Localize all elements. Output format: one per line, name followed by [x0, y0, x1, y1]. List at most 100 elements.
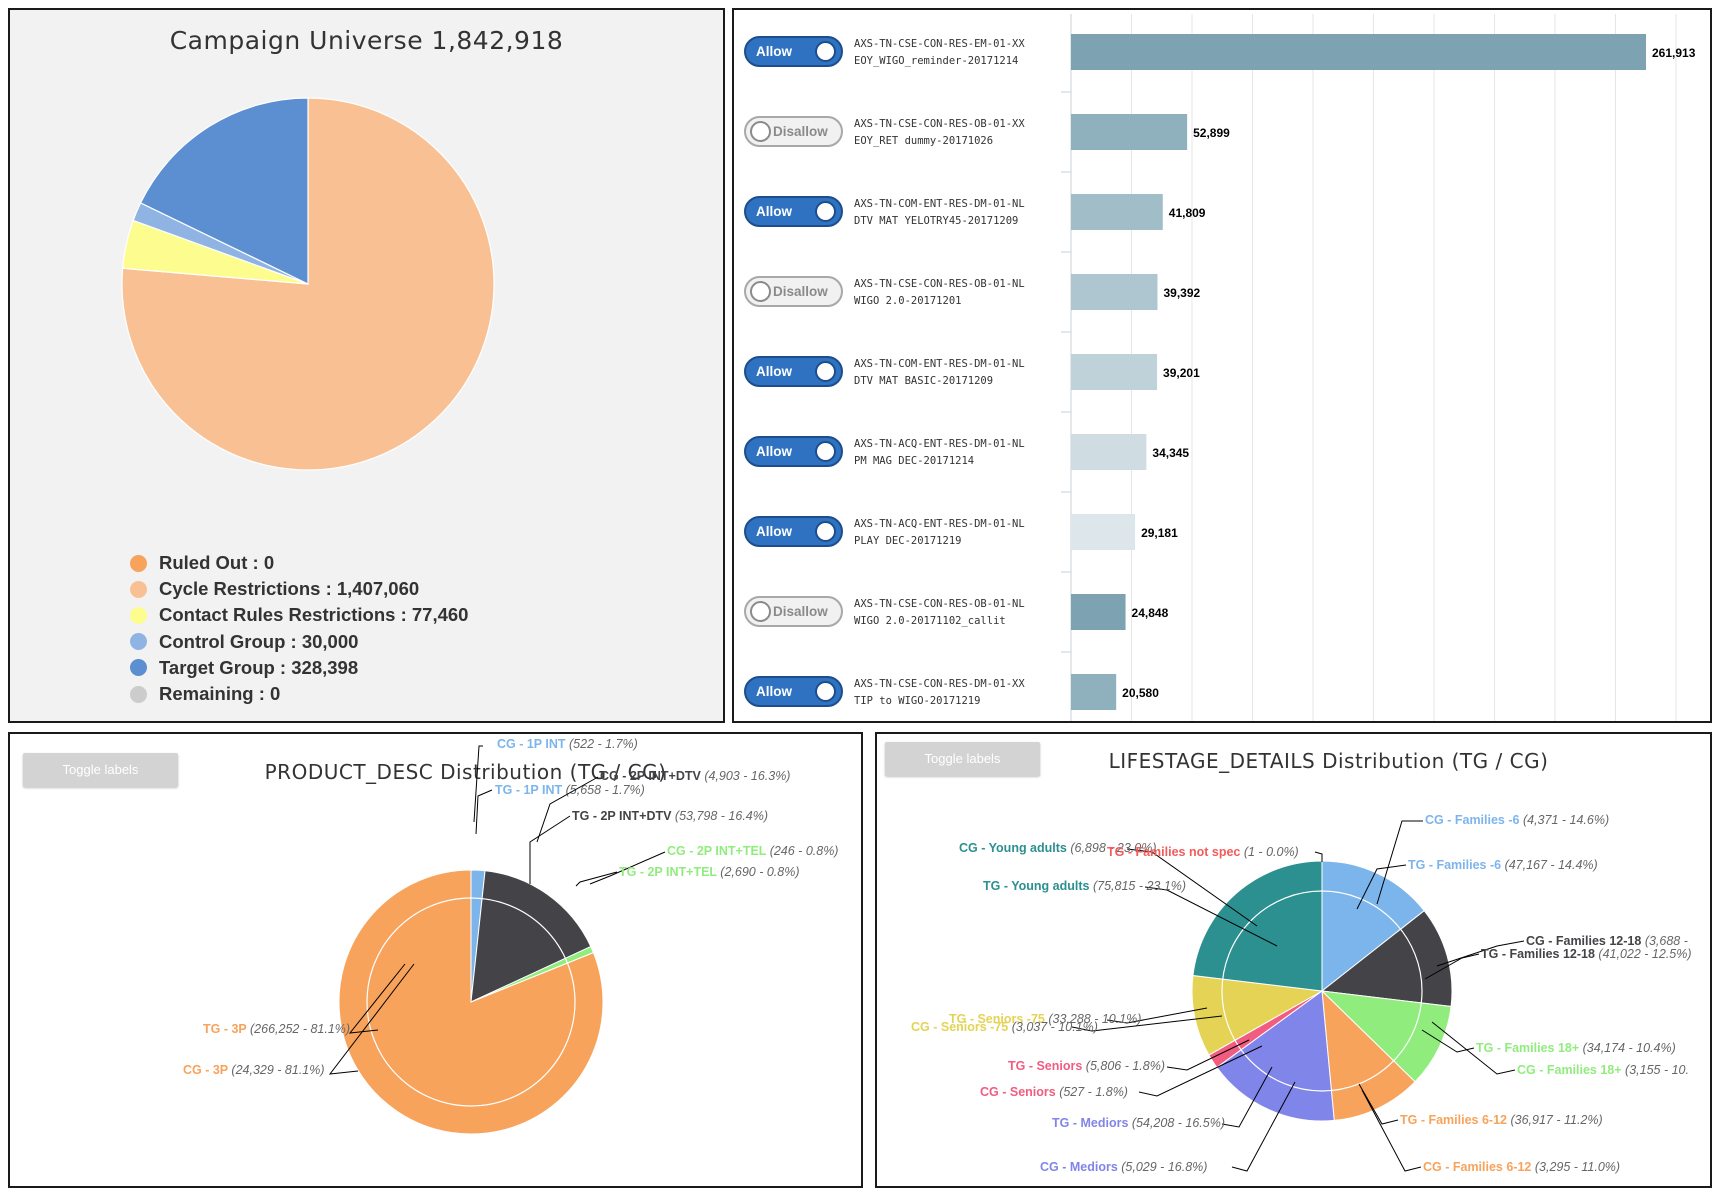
allow-toggle[interactable]: Disallow: [744, 116, 843, 147]
toggle-label: Allow: [756, 444, 792, 459]
pie-slice-target-group[interactable]: [139, 97, 309, 285]
allow-toggle[interactable]: Allow: [744, 676, 843, 707]
slice-label: CG - Families 6-12 (3,295 - 11.0%): [1423, 1160, 1620, 1174]
universe-pie-chart: [121, 97, 495, 471]
campaign-bar[interactable]: [1071, 434, 1147, 470]
campaign-bar[interactable]: [1071, 514, 1136, 550]
legend-marker: [130, 659, 147, 677]
campaign-row: Disallow AXS-TN-CSE-CON-RES-OB-01-XX EOY_R…: [734, 94, 1064, 174]
pie-slice-families-12-18[interactable]: [1320, 909, 1453, 1008]
campaign-bar[interactable]: [1071, 114, 1188, 150]
allow-toggle[interactable]: Allow: [744, 196, 843, 227]
legend-marker: [130, 633, 147, 651]
legend-item[interactable]: Target Group : 328,398: [130, 655, 468, 681]
pie-slice-3p[interactable]: [338, 869, 604, 1135]
campaign-bar[interactable]: [1071, 594, 1126, 630]
legend-item[interactable]: Cycle Restrictions : 1,407,060: [130, 576, 468, 602]
campaign-row: Allow AXS-TN-ACQ-ENT-RES-DM-01-NL PM MAG D…: [734, 414, 1064, 494]
toggle-label: Disallow: [773, 604, 828, 619]
campaign-counts-panel: 261,913 52,899 41,809 39,392 39,201 34,345 29,…: [732, 8, 1712, 723]
campaign-bar[interactable]: [1071, 674, 1117, 710]
product-desc-panel: Toggle labels PRODUCT_DESC Distribution …: [8, 732, 863, 1188]
toggle-labels-button[interactable]: Toggle labels: [885, 742, 1040, 776]
slice-label: TG - 2P INT+DTV (53,798 - 16.4%): [572, 809, 768, 823]
lifestage-details-pie-chart: CG - Families -6 (4,371 - 14.6%) TG - Fam…: [911, 813, 1692, 1174]
legend-item[interactable]: Remaining : 0: [130, 681, 468, 707]
bar-data-label: 24,848: [1132, 606, 1169, 620]
campaign-row: Allow AXS-TN-COM-ENT-RES-DM-01-NL DTV MAT …: [734, 334, 1064, 414]
toggle-label: Allow: [756, 364, 792, 379]
toggle-knob: [750, 281, 771, 302]
toggle-labels-button[interactable]: Toggle labels: [23, 753, 178, 787]
slice-label: CG - 2P INT+TEL (246 - 0.8%): [667, 844, 838, 858]
slice-label: CG - 1P INT (522 - 1.7%): [497, 737, 638, 751]
allow-toggle[interactable]: Disallow: [744, 276, 843, 307]
slice-label: TG - Families 18+ (34,174 - 10.4%): [1476, 1041, 1676, 1055]
label-connector: [1424, 953, 1480, 980]
legend-item[interactable]: Ruled Out : 0: [130, 550, 468, 576]
pie-slice-families-6[interactable]: [1321, 860, 1425, 993]
label-connector: [475, 789, 493, 835]
bar-data-label: 41,809: [1169, 206, 1206, 220]
bar-data-label: 20,580: [1122, 686, 1159, 700]
inner-ring: [366, 897, 576, 1107]
label-connector: [529, 815, 571, 884]
campaign-label: AXS-TN-CSE-CON-RES-OB-01-NL WIGO 2.0-2017…: [854, 596, 1025, 630]
slice-label: TG - Mediors (54,208 - 16.5%): [1052, 1116, 1225, 1130]
pie-slice-2p-int-dtv[interactable]: [470, 870, 592, 1003]
legend-item[interactable]: Contact Rules Restrictions : 77,460: [130, 602, 468, 628]
allow-toggle[interactable]: Allow: [744, 436, 843, 467]
allow-toggle[interactable]: Allow: [744, 356, 843, 387]
campaign-label: AXS-TN-COM-ENT-RES-DM-01-NL DTV MAT YELOT…: [854, 196, 1025, 230]
campaign-label: AXS-TN-CSE-CON-RES-DM-01-XX TIP to WIGO-2…: [854, 676, 1025, 710]
lifestage-details-panel: Toggle labels LIFESTAGE_DETAILS Distribu…: [875, 732, 1712, 1188]
legend-label: Target Group : 328,398: [159, 656, 359, 678]
universe-legend: Ruled Out : 0 Cycle Restrictions : 1,407,…: [130, 550, 468, 707]
slice-label: CG - Families -6 (4,371 - 14.6%): [1425, 813, 1609, 827]
campaign-code: AXS-TN-CSE-CON-RES-OB-01-XX: [854, 118, 1025, 130]
inner-ring: [1221, 890, 1423, 1092]
slice-label: TG - 1P INT (5,658 - 1.7%): [495, 783, 645, 797]
campaign-code: AXS-TN-ACQ-ENT-RES-DM-01-NL: [854, 518, 1025, 530]
campaign-code: AXS-TN-CSE-CON-RES-OB-01-NL: [854, 278, 1025, 290]
slice-label: CG - Mediors (5,029 - 16.8%): [1040, 1160, 1207, 1174]
pie-slice-young-adults[interactable]: [1192, 860, 1323, 992]
slice-label: CG - Young adults (6,898 - 23.0%): [959, 841, 1157, 855]
toggle-label: Allow: [756, 524, 792, 539]
campaign-bar[interactable]: [1071, 354, 1158, 390]
campaign-row: Allow AXS-TN-CSE-CON-RES-EM-01-XX EOY_WIGO…: [734, 14, 1064, 94]
campaign-bar[interactable]: [1071, 274, 1158, 310]
label-connector: [575, 871, 618, 887]
bar-data-label: 39,392: [1163, 286, 1200, 300]
campaign-bar[interactable]: [1071, 194, 1163, 230]
pie-slice-mediors[interactable]: [1216, 990, 1335, 1122]
campaign-label: AXS-TN-ACQ-ENT-RES-DM-01-NL PM MAG DEC-20…: [854, 436, 1025, 470]
pie-slice-seniors-75[interactable]: [1191, 974, 1324, 1056]
toggle-knob: [815, 521, 836, 542]
campaign-label: AXS-TN-ACQ-ENT-RES-DM-01-NL PLAY DEC-2017…: [854, 516, 1025, 550]
legend-item[interactable]: Control Group : 30,000: [130, 629, 468, 655]
campaign-label: AXS-TN-CSE-CON-RES-OB-01-XX EOY_RET dummy…: [854, 116, 1025, 150]
label-connector: [1421, 1029, 1475, 1053]
allow-toggle[interactable]: Allow: [744, 516, 843, 547]
campaign-label: AXS-TN-COM-ENT-RES-DM-01-NL DTV MAT BASIC…: [854, 356, 1025, 390]
toggle-label: Allow: [756, 204, 792, 219]
label-connector: [348, 963, 406, 1034]
campaign-bar[interactable]: [1071, 34, 1646, 70]
toggle-knob: [750, 601, 771, 622]
universe-title: Campaign Universe 1,842,918: [169, 26, 564, 55]
allow-toggle[interactable]: Allow: [744, 36, 843, 67]
campaign-name: PLAY DEC-20171219: [854, 535, 962, 547]
toggle-knob: [815, 361, 836, 382]
slice-label: TG - Seniors -75 (33,288 - 10.1%): [949, 1012, 1141, 1026]
campaign-code: AXS-TN-CSE-CON-RES-OB-01-NL: [854, 598, 1025, 610]
allow-toggle[interactable]: Disallow: [744, 596, 843, 627]
label-connector: [1106, 1007, 1208, 1024]
slice-label: CG - Seniors -75 (3,037 - 10.1%): [911, 1020, 1098, 1034]
toggle-knob: [815, 681, 836, 702]
slice-label: TG - Families -6 (47,167 - 14.4%): [1408, 858, 1598, 872]
campaign-code: AXS-TN-COM-ENT-RES-DM-01-NL: [854, 198, 1025, 210]
campaign-name: EOY_WIGO_reminder-20171214: [854, 55, 1019, 67]
legend-label: Cycle Restrictions : 1,407,060: [159, 578, 420, 600]
campaign-row: Disallow AXS-TN-CSE-CON-RES-OB-01-NL WIGO …: [734, 574, 1064, 654]
